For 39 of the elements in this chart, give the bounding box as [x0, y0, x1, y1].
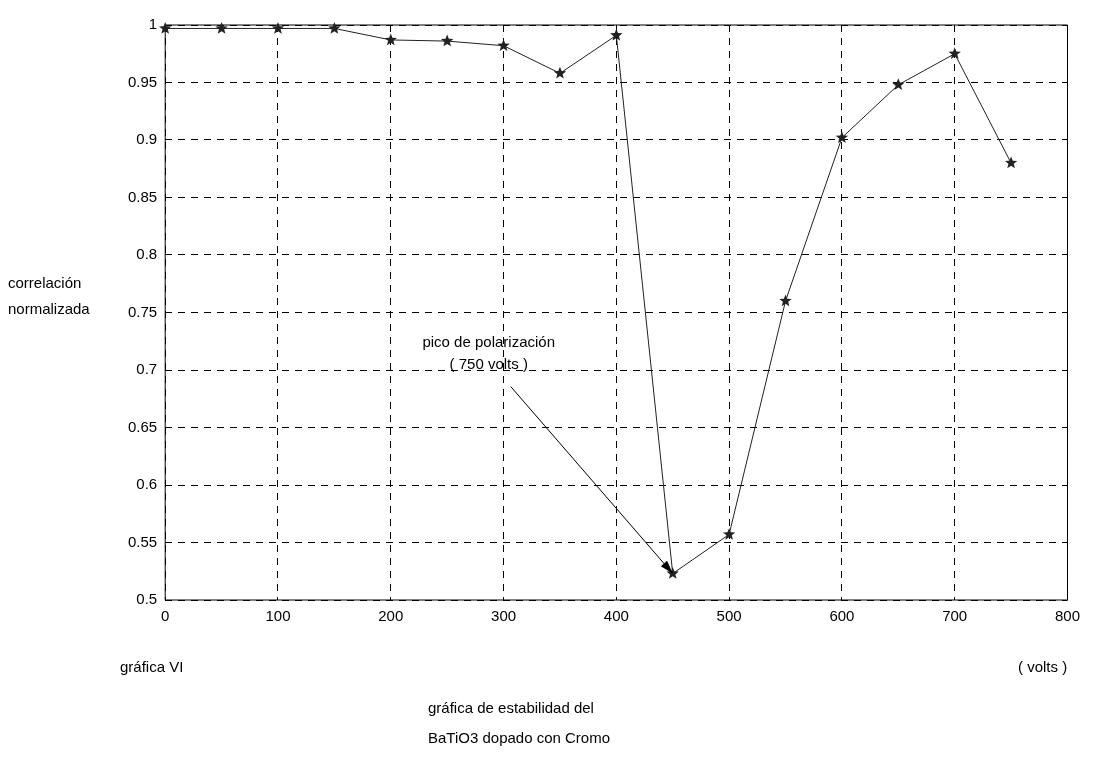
- point: [892, 78, 905, 91]
- y-axis-title: correlación normalizada: [8, 274, 90, 317]
- point: [553, 66, 567, 79]
- x-tick-label: 700: [942, 607, 968, 625]
- point: [610, 28, 623, 41]
- x-tick-label: 200: [378, 607, 404, 625]
- y-tick-label: 0.5: [136, 590, 158, 608]
- y-tick-label: 0.55: [127, 532, 158, 550]
- x-tick-label: 500: [716, 607, 742, 625]
- x-tick-label: 100: [265, 607, 291, 625]
- point: [497, 39, 510, 51]
- y-tick-label: 0.65: [127, 417, 158, 435]
- point: [948, 47, 961, 60]
- y-tick-label: 0.95: [127, 72, 158, 90]
- y-tick-label: 0.85: [127, 187, 158, 205]
- x-tick-label: 600: [829, 607, 855, 625]
- point: [328, 21, 341, 34]
- y-tick-label: 0.9: [136, 130, 158, 148]
- x-tick-label: 300: [491, 607, 517, 625]
- point: [835, 131, 849, 143]
- y-tick-label: 1: [148, 15, 158, 33]
- point: [271, 21, 285, 34]
- point: [779, 294, 792, 307]
- point: [1004, 156, 1018, 169]
- x-tick-label: 0: [161, 607, 170, 625]
- y-tick-label: 0.7: [136, 360, 158, 378]
- x-axis-title: ( volts ): [1018, 658, 1068, 675]
- x-tick-label: 400: [603, 607, 629, 625]
- y-tick-label: 0.8: [136, 245, 158, 263]
- point: [215, 21, 228, 34]
- point: [440, 34, 454, 47]
- x-tick-label: 800: [1054, 607, 1080, 625]
- point: [722, 527, 736, 540]
- y-tick-label: 0.75: [127, 302, 158, 320]
- text: gráfica VI: [120, 658, 184, 675]
- point: [159, 21, 172, 34]
- y-tick-label: 0.6: [136, 475, 158, 493]
- text: gráfica de estabilidad del BaTiO3 dopado con Cromo: [428, 698, 611, 748]
- point: [384, 33, 397, 46]
